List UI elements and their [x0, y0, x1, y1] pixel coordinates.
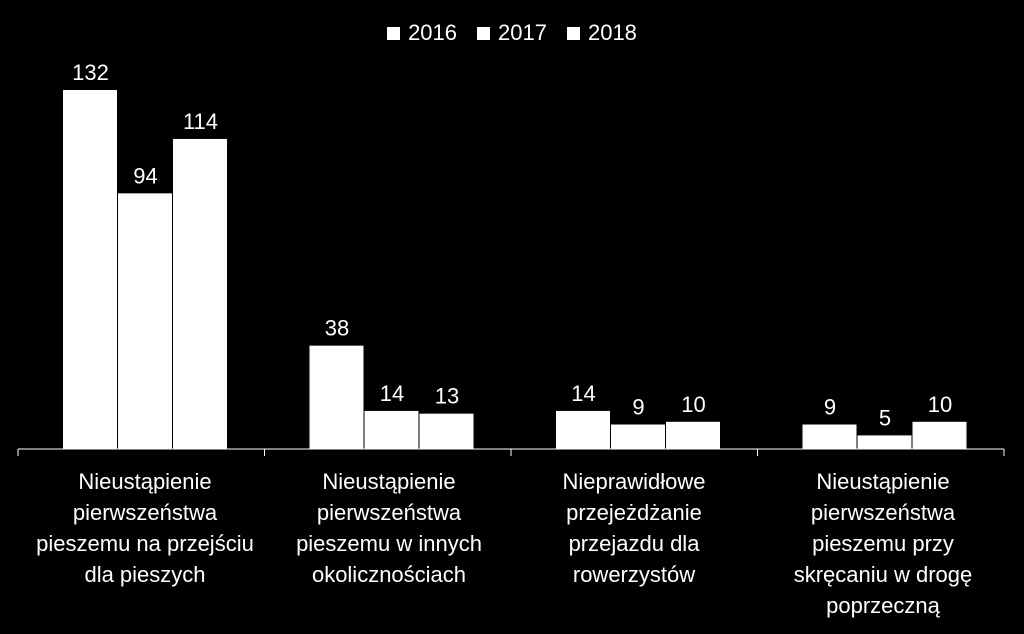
bar-2017-cat4: [857, 435, 912, 449]
legend: 2016 2017 2018: [0, 20, 1024, 46]
bar-2018-cat4: [912, 421, 967, 449]
data-label-2016-cat4: 9: [824, 395, 836, 420]
data-label-2017-cat3: 9: [632, 395, 644, 420]
bar-2018-cat1: [173, 138, 227, 450]
data-label-2017-cat1: 94: [133, 163, 157, 188]
legend-item-2016: 2016: [387, 20, 457, 46]
data-label-2016-cat1: 132: [72, 60, 109, 85]
bar-2017-cat3: [611, 424, 665, 449]
category-label-4: Nieustąpienie pierwszeństwa pieszemu prz…: [793, 469, 973, 618]
legend-label-2017: 2017: [498, 20, 547, 45]
legend-item-2017: 2017: [477, 20, 547, 46]
data-label-2018-cat2: 13: [435, 384, 459, 409]
category-label-2: Nieustąpienie pierwszeństwa pieszemu w i…: [296, 469, 482, 587]
bar-2017-cat2: [364, 410, 419, 449]
bar-2016-cat1: [63, 90, 117, 449]
bar-2016-cat4: [802, 424, 857, 449]
bar-2016-cat3: [556, 410, 610, 449]
bar-2018-cat3: [666, 421, 720, 449]
legend-label-2016: 2016: [408, 20, 458, 45]
legend-swatch-2018: [566, 26, 580, 40]
category-label-3: Nieprawidłowe przejeżdżanie przejazdu dl…: [562, 469, 706, 587]
legend-label-2018: 2018: [587, 20, 637, 45]
data-label-2017-cat4: 5: [879, 405, 891, 430]
legend-item-2018: 2018: [566, 20, 637, 46]
data-label-2017-cat2: 14: [380, 381, 404, 406]
legend-swatch-2017: [477, 26, 491, 40]
legend-swatch-2016: [387, 26, 401, 40]
bar-2018-cat2: [419, 413, 474, 449]
category-label-1: Nieustąpienie pierwszeństwa pieszemu na …: [36, 469, 254, 587]
data-label-2016-cat2: 38: [325, 316, 349, 341]
data-label-2018-cat3: 10: [681, 392, 705, 417]
data-label-2016-cat3: 14: [571, 381, 595, 406]
data-label-2018-cat4: 10: [928, 392, 952, 417]
bar-2017-cat1: [118, 193, 172, 449]
data-label-2018-cat1: 114: [183, 109, 218, 134]
bar-2016-cat2: [309, 345, 364, 449]
